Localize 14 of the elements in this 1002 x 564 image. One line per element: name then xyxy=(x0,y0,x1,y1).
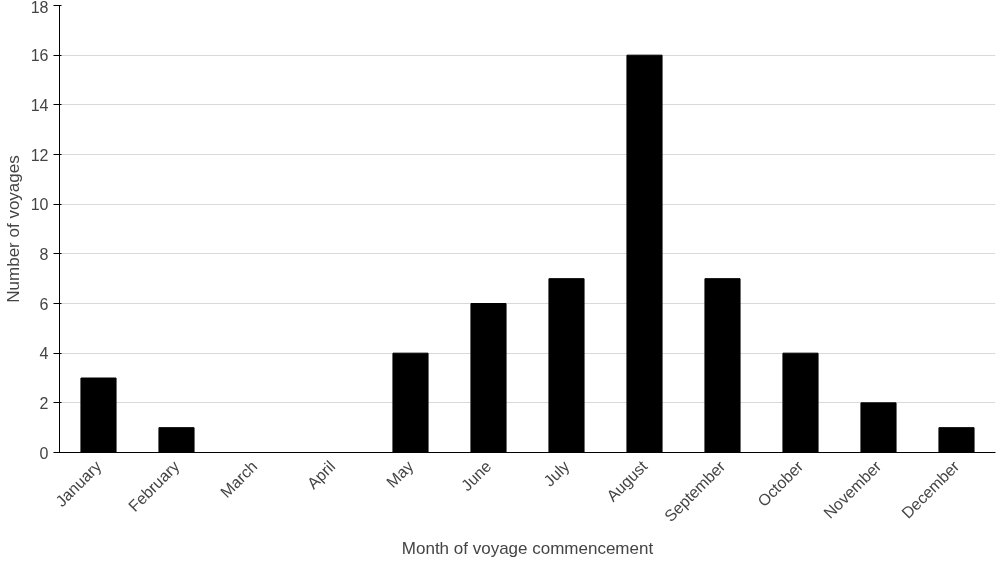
y-tick-label: 6 xyxy=(39,295,49,313)
y-axis-title: Number of voyages xyxy=(3,155,23,303)
y-tick-label: 18 xyxy=(30,0,49,16)
y-tick-label: 10 xyxy=(30,196,49,214)
y-tick-label: 2 xyxy=(39,394,49,412)
y-tick-label: 4 xyxy=(39,345,49,363)
y-tick-label: 8 xyxy=(39,245,49,263)
x-tick-label: May xyxy=(383,457,417,491)
y-tick-label: 12 xyxy=(30,146,49,164)
x-axis-title: Month of voyage commencement xyxy=(401,538,654,558)
y-tick-label: 14 xyxy=(30,96,49,114)
y-tick-label: 16 xyxy=(30,47,49,65)
y-tick-label: 0 xyxy=(39,444,49,462)
x-tick-label: July xyxy=(540,457,573,490)
